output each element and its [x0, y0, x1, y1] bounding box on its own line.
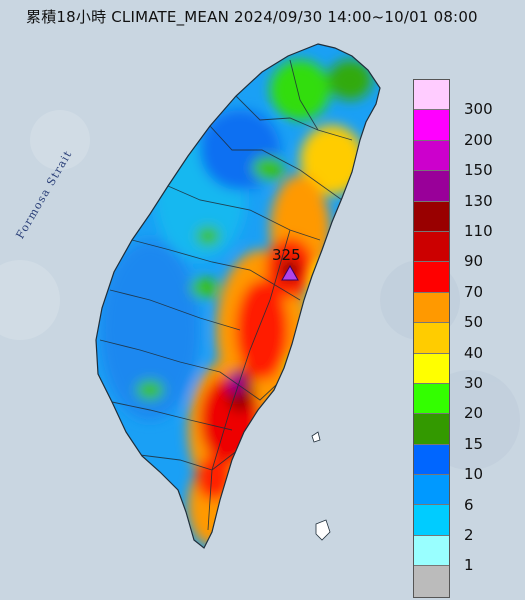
legend-swatch	[414, 80, 449, 111]
legend-swatch	[414, 444, 449, 476]
legend-tick-label: 90	[464, 252, 484, 271]
legend-tick-label: 10	[464, 465, 484, 484]
peak-value-label: 325	[272, 246, 301, 264]
legend-swatch	[414, 475, 449, 506]
legend-tick-label: 1	[464, 556, 474, 575]
legend-tick-label: 30	[464, 374, 484, 392]
legend-tick-label: 20	[464, 404, 484, 423]
legend-tick-label: 130	[464, 191, 493, 210]
legend-swatch	[414, 566, 449, 597]
legend-tick-label: 150	[464, 161, 493, 180]
legend-tick-label: 40	[464, 343, 484, 362]
legend-swatch	[414, 383, 449, 415]
green-island	[311, 431, 321, 443]
coastline	[95, 43, 381, 549]
map-title: 累積18小時 CLIMATE_MEAN 2024/09/30 14:00~10/…	[26, 8, 478, 26]
legend-swatch	[414, 292, 449, 324]
legend-tick-label: 70	[464, 282, 484, 301]
legend-tick-label: 110	[464, 222, 493, 240]
orchid-island	[315, 519, 331, 541]
legend-swatch	[414, 505, 449, 536]
legend-swatch	[414, 201, 449, 232]
taiwan-island	[96, 44, 380, 548]
county-boundaries	[99, 59, 353, 531]
legend-swatch	[414, 535, 449, 567]
legend-swatch	[414, 140, 449, 172]
legend-swatch	[414, 323, 449, 354]
legend-swatch	[414, 414, 449, 445]
peak-marker	[281, 264, 299, 281]
legend-swatch	[414, 110, 449, 141]
legend-tick-label: 50	[464, 313, 484, 332]
legend-tick-label: 6	[464, 495, 474, 514]
legend-swatch	[414, 262, 449, 293]
legend-tick-label: 300	[464, 100, 493, 119]
legend-swatch	[414, 171, 449, 202]
legend-tick-label: 200	[464, 130, 493, 149]
legend-tick-label: 2	[464, 526, 474, 544]
legend-swatch	[414, 353, 449, 384]
rainfall-legend	[413, 79, 450, 598]
legend-swatch	[414, 231, 449, 263]
legend-tick-label: 15	[464, 434, 484, 453]
